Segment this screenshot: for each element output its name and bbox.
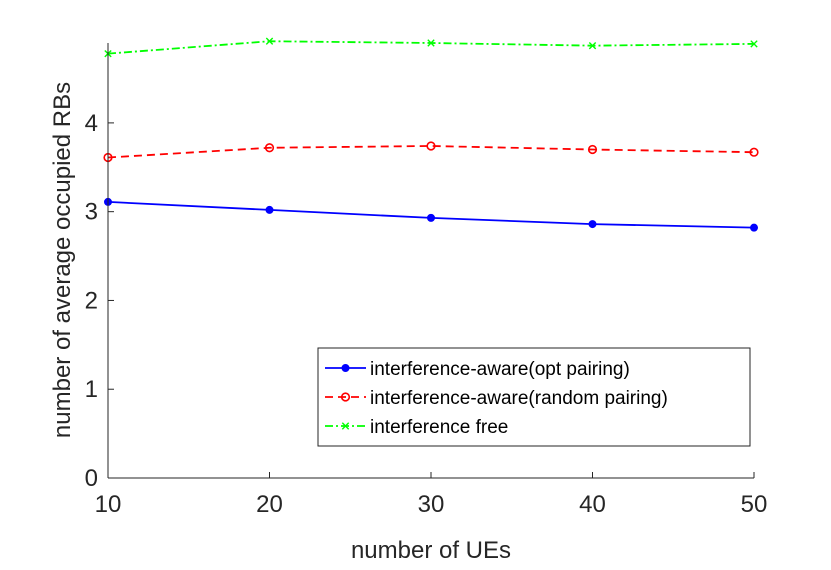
- data-point: [427, 39, 435, 47]
- legend-marker: [341, 364, 350, 372]
- legend-box: [317, 347, 751, 447]
- legend-entry: interference-aware(random pairing): [325, 388, 668, 409]
- series-1: [104, 197, 758, 232]
- data-point: [426, 141, 436, 151]
- data-point: [588, 220, 597, 229]
- y-tick-label: 4: [85, 110, 98, 137]
- x-axis-ticks: 10 20 30 40 50: [95, 472, 768, 518]
- series-line: [107, 145, 755, 159]
- data-point: [427, 213, 435, 222]
- y-axis-label: number of average occupied RBs: [49, 82, 76, 438]
- x-axis-label: number of UEs: [351, 537, 511, 564]
- legend-label: interference-aware(random pairing): [370, 388, 668, 409]
- x-tick-label: 30: [418, 491, 445, 518]
- data-point: [587, 144, 598, 155]
- y-axis-ticks: 0 1 2 3 4: [85, 110, 114, 492]
- x-tick-label: 20: [256, 491, 283, 518]
- data-point: [265, 205, 274, 214]
- x-tick-label: 40: [579, 491, 606, 518]
- data-point: [749, 147, 759, 157]
- legend-entry: interference-aware(opt pairing): [325, 359, 630, 380]
- legend-label: interference free: [370, 417, 508, 438]
- data-point: [750, 40, 758, 48]
- legend-marker: [341, 422, 350, 430]
- legend-label: interference-aware(opt pairing): [370, 359, 630, 380]
- data-point: [750, 223, 758, 232]
- series-layer: [103, 37, 759, 232]
- legend: interference-aware(opt pairing) interfere…: [317, 347, 751, 447]
- data-point: [588, 41, 597, 50]
- y-tick-label: 1: [85, 376, 98, 403]
- legend-entry: interference free: [325, 417, 508, 438]
- x-tick-label: 50: [741, 491, 768, 518]
- data-point: [264, 143, 275, 153]
- legend-marker: [340, 392, 351, 402]
- y-tick-label: 0: [85, 465, 98, 492]
- data-point: [265, 37, 274, 45]
- y-tick-label: 2: [85, 287, 98, 314]
- x-tick-label: 10: [95, 491, 122, 518]
- y-tick-label: 3: [85, 199, 98, 226]
